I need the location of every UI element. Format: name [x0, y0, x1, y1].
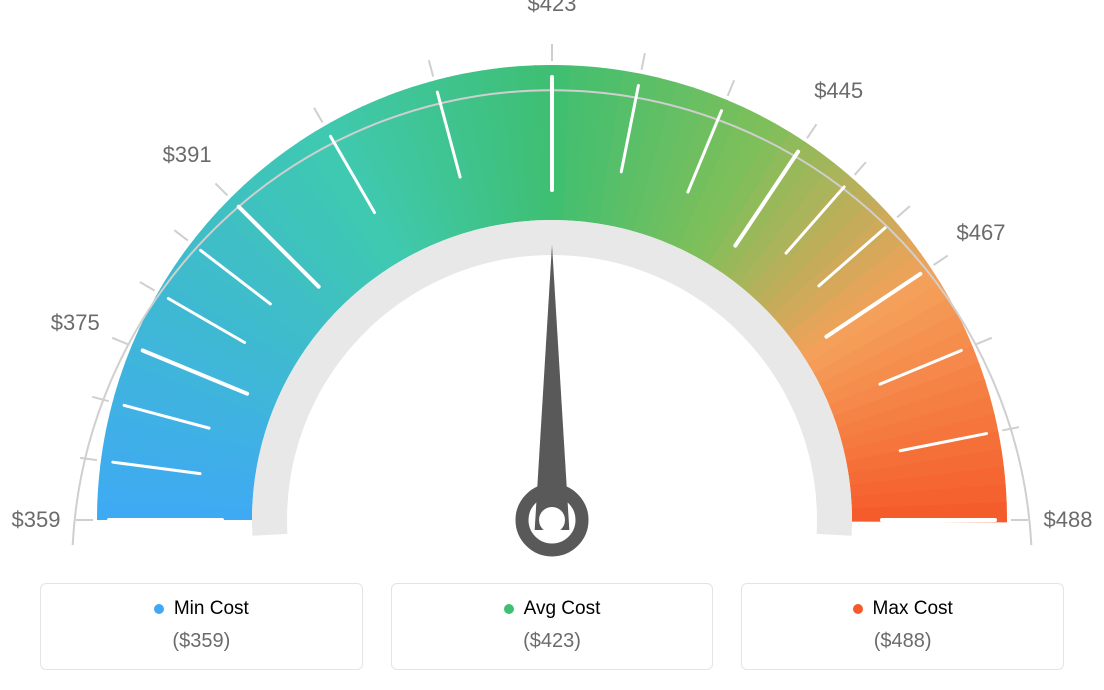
legend-max-label: Max Cost	[873, 598, 953, 620]
legend-min-value: ($359)	[51, 630, 352, 653]
gauge-svg	[0, 0, 1104, 580]
dot-icon	[504, 604, 514, 614]
cost-gauge-widget: $359 $375 $391 $423 $445 $467 $488 Min Cost ($…	[0, 0, 1104, 690]
gauge-tick-label: $467	[957, 220, 1006, 246]
gauge-tick-label: $359	[12, 507, 61, 533]
legend-avg-value: ($423)	[402, 630, 703, 653]
legend-avg: Avg Cost ($423)	[391, 583, 714, 670]
legend-max-value: ($488)	[752, 630, 1053, 653]
legend-min: Min Cost ($359)	[40, 583, 363, 670]
legend-max: Max Cost ($488)	[741, 583, 1064, 670]
dot-icon	[154, 604, 164, 614]
legend-avg-title: Avg Cost	[504, 598, 601, 620]
legend-min-label: Min Cost	[174, 598, 249, 620]
legend-avg-label: Avg Cost	[524, 598, 601, 620]
legend-min-title: Min Cost	[154, 598, 249, 620]
gauge-tick-label: $391	[163, 142, 212, 168]
legend-max-title: Max Cost	[853, 598, 953, 620]
legend-row: Min Cost ($359) Avg Cost ($423) Max Cost…	[40, 583, 1064, 670]
gauge-tick-label: $423	[528, 0, 577, 17]
gauge-chart: $359 $375 $391 $423 $445 $467 $488	[0, 0, 1104, 580]
gauge-tick-label: $488	[1044, 507, 1093, 533]
gauge-tick-label: $375	[51, 310, 100, 336]
dot-icon	[853, 604, 863, 614]
gauge-tick-label: $445	[814, 78, 863, 104]
